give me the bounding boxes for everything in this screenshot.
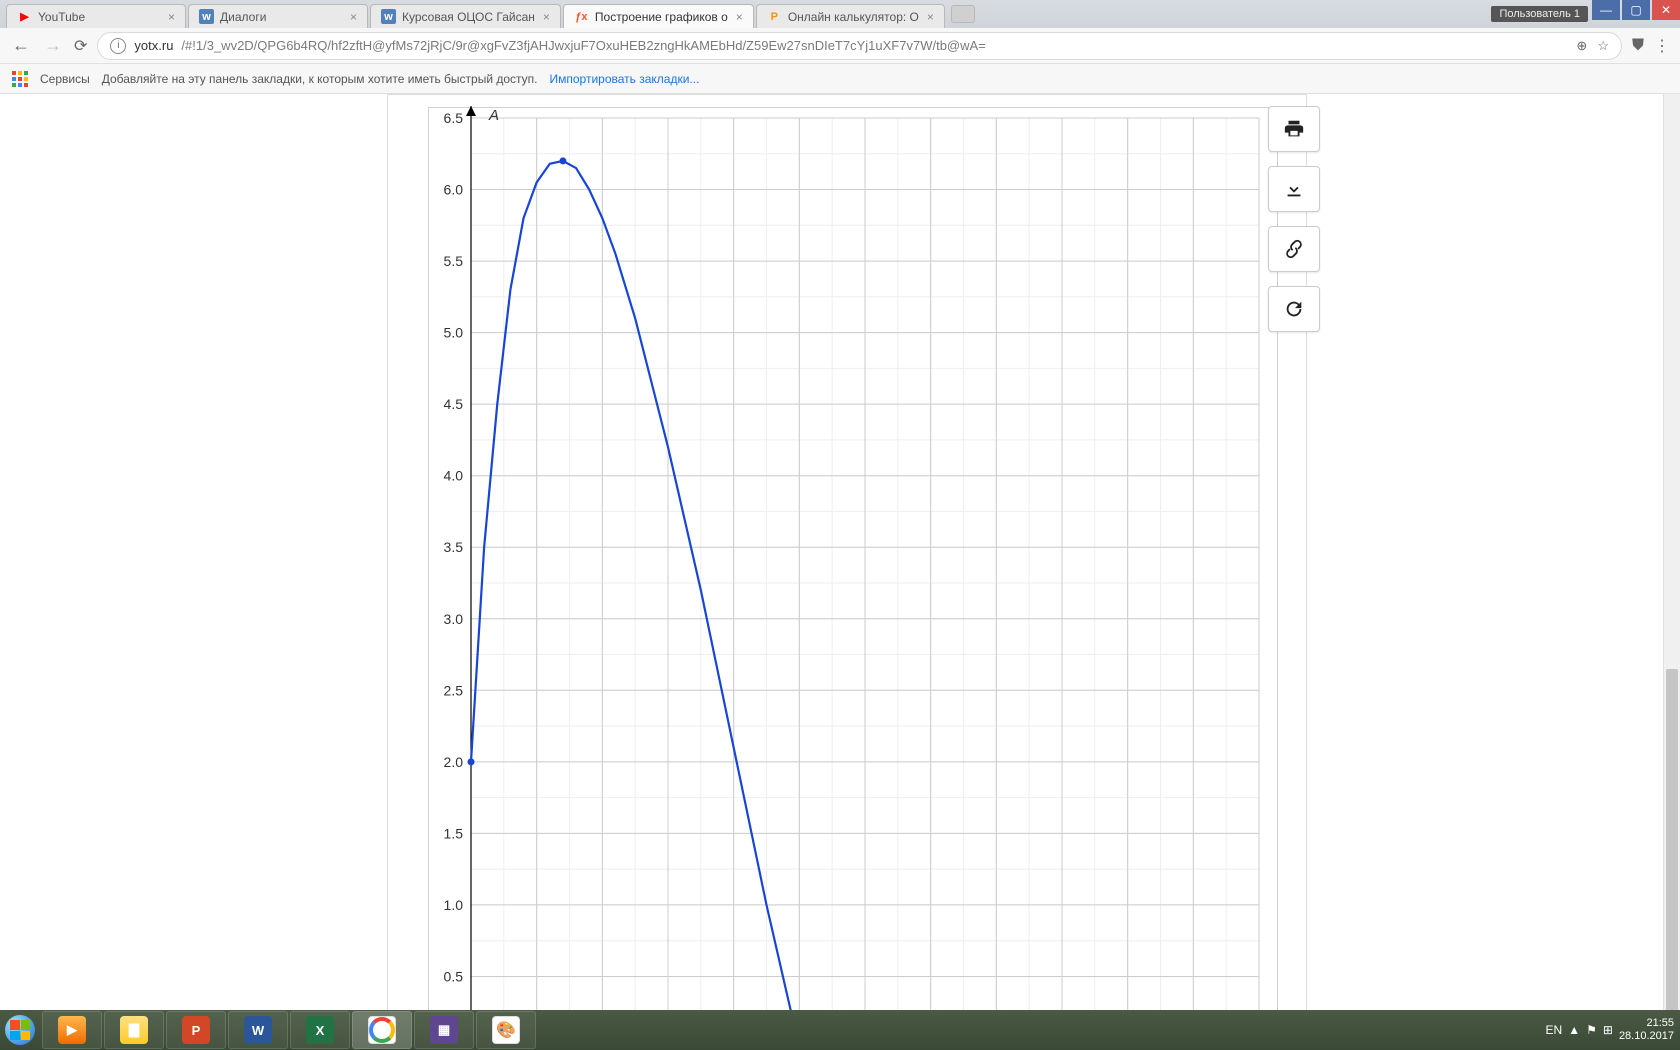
window-close-button[interactable]: ✕ [1652, 0, 1680, 20]
chrome-profile-button[interactable]: Пользователь 1 [1491, 6, 1588, 22]
apps-label[interactable]: Сервисы [40, 72, 90, 86]
nav-reload-button[interactable]: ⟳ [74, 36, 87, 56]
download-icon [1283, 178, 1305, 200]
tab-vk-coursework[interactable]: w Курсовая ОЦОС Гайсан × [370, 4, 561, 28]
omnibox-actions: ⊕ ☆ [1576, 38, 1609, 54]
vertical-scrollbar[interactable] [1663, 94, 1680, 1010]
svg-text:A: A [488, 107, 499, 124]
svg-text:0.5: 0.5 [444, 968, 464, 984]
tab-title: YouTube [38, 10, 160, 24]
print-icon [1283, 118, 1305, 140]
chrome-menu-icon[interactable]: ⋮ [1654, 36, 1670, 56]
taskbar-clock[interactable]: 21:55 28.10.2017 [1619, 1017, 1674, 1043]
taskbar-item-word[interactable]: W [228, 1011, 288, 1049]
window-controls: — ▢ ✕ [1592, 0, 1680, 20]
taskbar-item-wmp[interactable]: ▶ [42, 1011, 102, 1049]
windows-taskbar: ▶ ▇ P W X ▦ EN ▲ ⚑ ⊞ 21:55 28.10.2017 [0, 1010, 1680, 1050]
nav-forward-button[interactable]: → [42, 35, 64, 56]
chart-tools-panel [1268, 106, 1330, 332]
clock-time: 21:55 [1619, 1017, 1674, 1030]
apps-icon[interactable] [12, 71, 28, 87]
language-indicator[interactable]: EN [1546, 1023, 1563, 1037]
zoom-icon[interactable]: ⊕ [1576, 38, 1587, 54]
svg-text:1.5: 1.5 [444, 825, 464, 841]
taskbar-item-powerpoint[interactable]: P [166, 1011, 226, 1049]
tab-planetcalc[interactable]: P Онлайн калькулятор: О × [756, 4, 945, 28]
site-info-icon[interactable]: i [110, 38, 126, 54]
favicon-planetcalc-icon: P [767, 9, 782, 24]
tab-strip: ▶ YouTube × w Диалоги × w Курсовая ОЦОС … [0, 0, 1680, 28]
svg-text:5.5: 5.5 [444, 253, 464, 269]
favicon-vk-icon: w [381, 9, 396, 24]
scrollbar-thumb[interactable] [1666, 669, 1678, 1010]
browser-toolbar: ← → ⟳ i yotx.ru /#!1/3_wv2D/QPG6b4RQ/hf2z… [0, 28, 1680, 64]
clock-date: 28.10.2017 [1619, 1030, 1674, 1043]
extension-adblock-icon[interactable]: ⛊ [1632, 37, 1644, 55]
taskbar-item-paint[interactable] [476, 1011, 536, 1049]
svg-text:6.5: 6.5 [444, 110, 464, 126]
url-host: yotx.ru [134, 38, 173, 53]
tab-yotx-plot[interactable]: ƒx Построение графиков о × [563, 4, 754, 28]
print-button[interactable] [1268, 106, 1320, 152]
import-bookmarks-link[interactable]: Импортировать закладки... [550, 72, 700, 86]
svg-text:1.0: 1.0 [444, 897, 464, 913]
tab-close-icon[interactable]: × [925, 10, 936, 24]
tray-flag-icon[interactable]: ⚑ [1586, 1023, 1597, 1037]
svg-text:2.0: 2.0 [444, 754, 464, 770]
start-button[interactable] [0, 1010, 40, 1050]
tab-close-icon[interactable]: × [734, 10, 745, 24]
new-tab-button[interactable] [951, 5, 975, 23]
tab-vk-dialogs[interactable]: w Диалоги × [188, 4, 368, 28]
bookmarks-bar: Сервисы Добавляйте на эту панель закладк… [0, 64, 1680, 94]
taskbar-item-winrar[interactable]: ▦ [414, 1011, 474, 1049]
download-button[interactable] [1268, 166, 1320, 212]
taskbar-item-chrome[interactable] [352, 1011, 412, 1049]
tab-title: Курсовая ОЦОС Гайсан [402, 10, 535, 24]
taskbar-item-excel[interactable]: X [290, 1011, 350, 1049]
share-icon [1283, 298, 1305, 320]
link-icon [1283, 238, 1305, 260]
tray-network-icon[interactable]: ⊞ [1603, 1023, 1613, 1037]
favicon-vk-icon: w [199, 9, 214, 24]
content-wrap: 0.000.050.100.150.200.250.300.350.400.45… [255, 94, 1330, 1010]
link-button[interactable] [1268, 226, 1320, 272]
browser-chrome: ▶ YouTube × w Диалоги × w Курсовая ОЦОС … [0, 0, 1680, 94]
favicon-yotx-icon: ƒx [574, 9, 589, 24]
svg-text:3.5: 3.5 [444, 539, 464, 555]
system-tray: EN ▲ ⚑ ⊞ 21:55 28.10.2017 [1546, 1010, 1680, 1050]
tab-close-icon[interactable]: × [348, 10, 359, 24]
tab-youtube[interactable]: ▶ YouTube × [6, 4, 186, 28]
tab-close-icon[interactable]: × [166, 10, 177, 24]
tab-title: Онлайн калькулятор: О [788, 10, 919, 24]
address-bar[interactable]: i yotx.ru /#!1/3_wv2D/QPG6b4RQ/hf2zftH@yf… [97, 32, 1622, 60]
svg-text:2.5: 2.5 [444, 682, 464, 698]
svg-text:6.0: 6.0 [444, 182, 464, 198]
page-content: 0.000.050.100.150.200.250.300.350.400.45… [0, 94, 1680, 1010]
window-minimize-button[interactable]: — [1592, 0, 1620, 20]
svg-text:4.0: 4.0 [444, 468, 464, 484]
tray-arrow-icon[interactable]: ▲ [1568, 1023, 1580, 1037]
tab-close-icon[interactable]: × [541, 10, 552, 24]
chart-svg: 0.000.050.100.150.200.250.300.350.400.45… [429, 108, 1279, 1010]
window-maximize-button[interactable]: ▢ [1622, 0, 1650, 20]
url-path: /#!1/3_wv2D/QPG6b4RQ/hf2zftH@yfMs72jRjC/… [181, 38, 985, 53]
tab-title: Диалоги [220, 10, 342, 24]
taskbar-item-explorer[interactable]: ▇ [104, 1011, 164, 1049]
nav-back-button[interactable]: ← [10, 35, 32, 56]
chart-plot-area: 0.000.050.100.150.200.250.300.350.400.45… [428, 107, 1278, 1010]
chart-card: 0.000.050.100.150.200.250.300.350.400.45… [387, 94, 1307, 1010]
svg-text:4.5: 4.5 [444, 396, 464, 412]
svg-text:5.0: 5.0 [444, 325, 464, 341]
bookmark-star-icon[interactable]: ☆ [1597, 38, 1609, 54]
bookmarks-hint: Добавляйте на эту панель закладки, к кот… [102, 72, 538, 86]
svg-text:3.0: 3.0 [444, 611, 464, 627]
share-button[interactable] [1268, 286, 1320, 332]
tab-title: Построение графиков о [595, 10, 728, 24]
favicon-youtube-icon: ▶ [17, 9, 32, 24]
